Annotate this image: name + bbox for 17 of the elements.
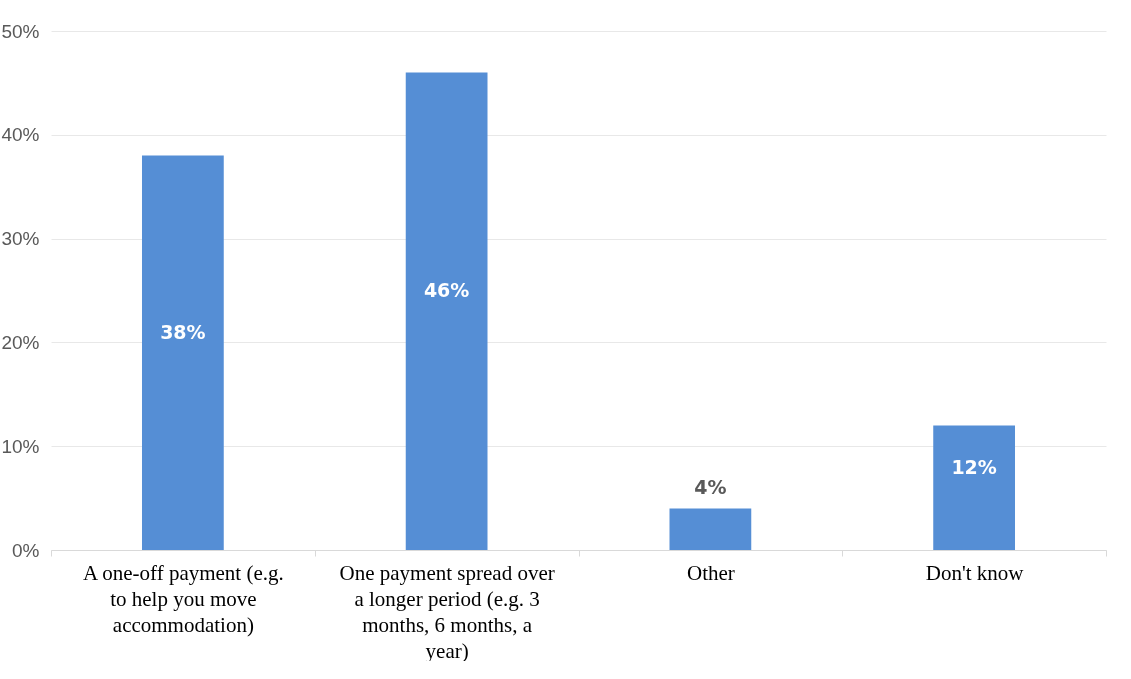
data-label: 12%	[951, 455, 997, 478]
y-tick-label: 50%	[1, 20, 40, 42]
bar	[933, 425, 1016, 550]
y-tick-label: 40%	[1, 124, 40, 146]
y-tick-label: 0%	[12, 539, 40, 561]
bar	[669, 508, 752, 550]
y-tick-label: 30%	[1, 228, 40, 250]
bar	[141, 155, 224, 550]
data-label: 4%	[694, 476, 727, 499]
x-tick-label: Other	[686, 560, 735, 585]
x-tick-label: Don't know	[925, 560, 1025, 585]
y-tick-label: 20%	[1, 331, 40, 353]
data-label: 46%	[423, 279, 470, 302]
x-tick-label: A one-off payment (e.g. to help you move accommodation)	[82, 560, 284, 637]
data-label: 38%	[160, 320, 206, 343]
bar	[405, 72, 488, 550]
y-tick-label: 10%	[1, 435, 40, 457]
